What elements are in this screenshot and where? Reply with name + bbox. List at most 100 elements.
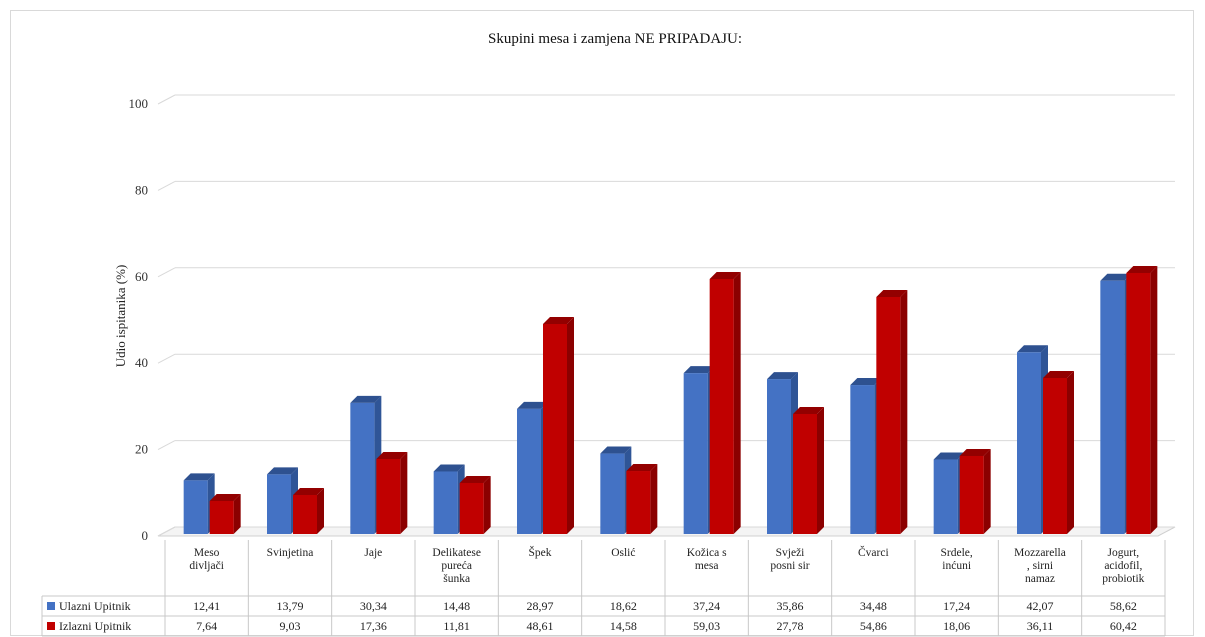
data-table-value: 13,79 <box>277 599 304 613</box>
bar-side <box>567 317 574 534</box>
bar <box>793 413 817 534</box>
bar-top <box>350 395 382 403</box>
gridline-depth <box>157 440 176 451</box>
bar-top <box>683 366 715 374</box>
bar-side <box>1150 265 1158 534</box>
category-label: mesa <box>695 560 719 572</box>
y-tick-label: 20 <box>135 442 148 457</box>
category-label: Jaje <box>364 547 382 559</box>
data-table-value: 14,58 <box>610 619 637 633</box>
bar <box>1100 280 1125 534</box>
bar-top <box>1100 273 1132 281</box>
bar-top <box>793 406 824 414</box>
data-table-value: 28,97 <box>527 599 554 613</box>
data-table-value: 17,24 <box>943 599 970 613</box>
data-table-value: 18,62 <box>610 599 637 613</box>
gridline-depth <box>157 526 176 537</box>
bar-side <box>983 448 991 534</box>
bar-top <box>959 448 991 456</box>
bar <box>1017 352 1041 534</box>
category-label: Jogurt, <box>1108 547 1140 559</box>
bar-top <box>293 487 324 495</box>
bar-top <box>543 317 574 325</box>
data-table-value: 30,34 <box>360 599 387 613</box>
data-table-value: 54,86 <box>860 619 887 633</box>
data-table-value: 27,78 <box>777 619 804 633</box>
bar-side <box>483 475 491 534</box>
data-table-value: 18,06 <box>943 619 970 633</box>
data-table-value: 17,36 <box>360 619 387 633</box>
category-label: Mozzarella <box>1014 547 1066 559</box>
bar-top <box>183 473 215 481</box>
bar <box>1126 272 1151 534</box>
gridline-depth <box>157 353 176 364</box>
bar-side <box>733 271 741 534</box>
bar-top <box>850 378 882 386</box>
y-tick-label: 60 <box>135 269 148 284</box>
bar <box>350 402 375 534</box>
bar <box>600 453 625 534</box>
bar <box>876 297 901 534</box>
data-table-value: 12,41 <box>193 599 220 613</box>
data-table-value: 34,48 <box>860 599 887 613</box>
chart-title: Skupini mesa i zamjena NE PRIPADAJU: <box>488 31 742 47</box>
bar <box>517 408 541 534</box>
bar <box>376 459 401 534</box>
legend-key <box>47 602 55 610</box>
bar-top <box>517 401 548 409</box>
bar <box>543 324 567 534</box>
bar <box>850 385 875 534</box>
bar <box>683 373 708 534</box>
legend-label: Izlazni Upitnik <box>59 619 131 633</box>
bar-top <box>267 467 298 475</box>
category-label: Kožica s <box>687 547 727 559</box>
category-label: divljači <box>189 560 224 572</box>
bar-top <box>933 452 965 460</box>
y-tick-label: 0 <box>142 528 149 543</box>
legend-label: Ulazni Upitnik <box>59 599 131 613</box>
bar <box>626 471 651 534</box>
category-label: Svinjetina <box>267 547 314 559</box>
bar-top <box>709 271 741 279</box>
category-label: Oslić <box>611 547 635 559</box>
category-label: posni sir <box>770 560 809 572</box>
category-label: Špek <box>529 545 552 559</box>
data-table-value: 37,24 <box>693 599 720 613</box>
bar <box>709 278 734 534</box>
gridline-depth <box>157 94 176 105</box>
bar <box>933 459 958 534</box>
category-label: , sirni <box>1027 560 1053 572</box>
data-table-value: 9,03 <box>280 619 301 633</box>
bar <box>959 455 984 534</box>
category-label: šunka <box>443 573 470 585</box>
bar <box>183 480 208 534</box>
bar-top <box>626 464 658 472</box>
bar <box>209 500 234 534</box>
y-tick-label: 80 <box>135 182 148 197</box>
bar-side <box>233 493 241 534</box>
bar <box>293 494 317 534</box>
bar <box>267 474 291 534</box>
bar-side <box>400 452 408 534</box>
bar-top <box>876 290 908 298</box>
category-label: Čvarci <box>858 545 889 559</box>
data-table-value: 60,42 <box>1110 619 1137 633</box>
data-table-value: 58,62 <box>1110 599 1137 613</box>
bar-side <box>900 290 908 534</box>
category-label: acidofil, <box>1104 560 1142 572</box>
category-label: Svježi <box>776 547 805 559</box>
category-label: Delikatese <box>432 547 481 559</box>
bar-top <box>600 446 632 454</box>
data-table-value: 42,07 <box>1027 599 1054 613</box>
data-table-value: 35,86 <box>777 599 804 613</box>
data-table-value: 36,11 <box>1027 619 1054 633</box>
bar-top <box>433 464 465 472</box>
data-table-value: 59,03 <box>693 619 720 633</box>
y-tick-label: 40 <box>135 355 148 370</box>
data-table-value: 14,48 <box>443 599 470 613</box>
category-label: pureća <box>441 560 472 572</box>
category-label: namaz <box>1025 573 1055 585</box>
bar <box>459 482 484 534</box>
data-table-value: 48,61 <box>527 619 554 633</box>
